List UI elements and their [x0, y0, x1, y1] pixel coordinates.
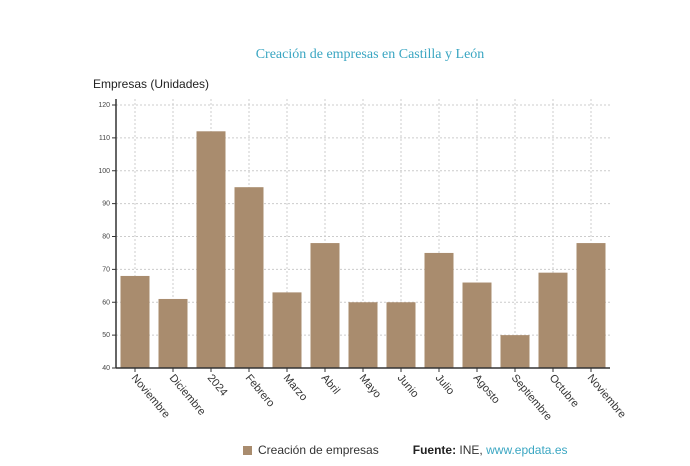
bar	[272, 292, 302, 368]
x-tick-label: Mayo	[357, 372, 383, 400]
y-tick-label: 120	[98, 102, 110, 109]
bar	[500, 335, 530, 368]
y-axis-label: Empresas (Unidades)	[93, 77, 210, 91]
x-tick-label: Marzo	[281, 372, 310, 403]
bar	[310, 243, 340, 368]
bar	[386, 302, 416, 368]
y-tick-label: 60	[102, 299, 110, 306]
y-tick-label: 40	[102, 365, 110, 372]
y-tick-label: 50	[102, 332, 110, 339]
bar	[158, 298, 188, 368]
x-tick-label: Diciembre	[167, 372, 208, 418]
source-text: INE,	[459, 443, 483, 457]
y-tick-label: 90	[102, 201, 110, 208]
source: Fuente: INE, www.epdata.es	[413, 443, 568, 457]
y-tick-label: 110	[99, 135, 110, 142]
source-label: Fuente:	[412, 443, 457, 457]
x-tick-label: Agosto	[471, 372, 502, 406]
x-tick-label: 2024	[205, 372, 230, 398]
source-link[interactable]: www.epdata.es	[486, 443, 568, 457]
bar	[348, 302, 378, 368]
y-tick-label: 70	[102, 266, 110, 273]
x-tick-label: Junio	[395, 372, 421, 400]
bar	[576, 243, 606, 368]
x-tick-label: Abril	[319, 372, 342, 397]
chart-title: Creación de empresas en Castilla y León	[255, 47, 485, 62]
x-tick-label: Julio	[433, 372, 457, 397]
legend-swatch	[243, 445, 252, 455]
x-tick-label: Noviembre	[585, 372, 628, 420]
bar	[424, 252, 454, 368]
x-tick-label: Noviembre	[129, 372, 172, 420]
bar	[538, 272, 568, 368]
legend: Creación de empresas Fuente: INE, www.ep…	[243, 443, 568, 457]
y-tick-label: 80	[102, 234, 110, 241]
bar	[120, 275, 150, 368]
bar	[196, 131, 226, 368]
legend-label: Creación de empresas	[258, 443, 379, 457]
y-tick-label: 100	[98, 168, 110, 175]
x-tick-label: Febrero	[243, 372, 277, 409]
bar	[234, 187, 264, 368]
x-tick-label: Octubre	[547, 372, 581, 410]
bar	[462, 282, 492, 368]
